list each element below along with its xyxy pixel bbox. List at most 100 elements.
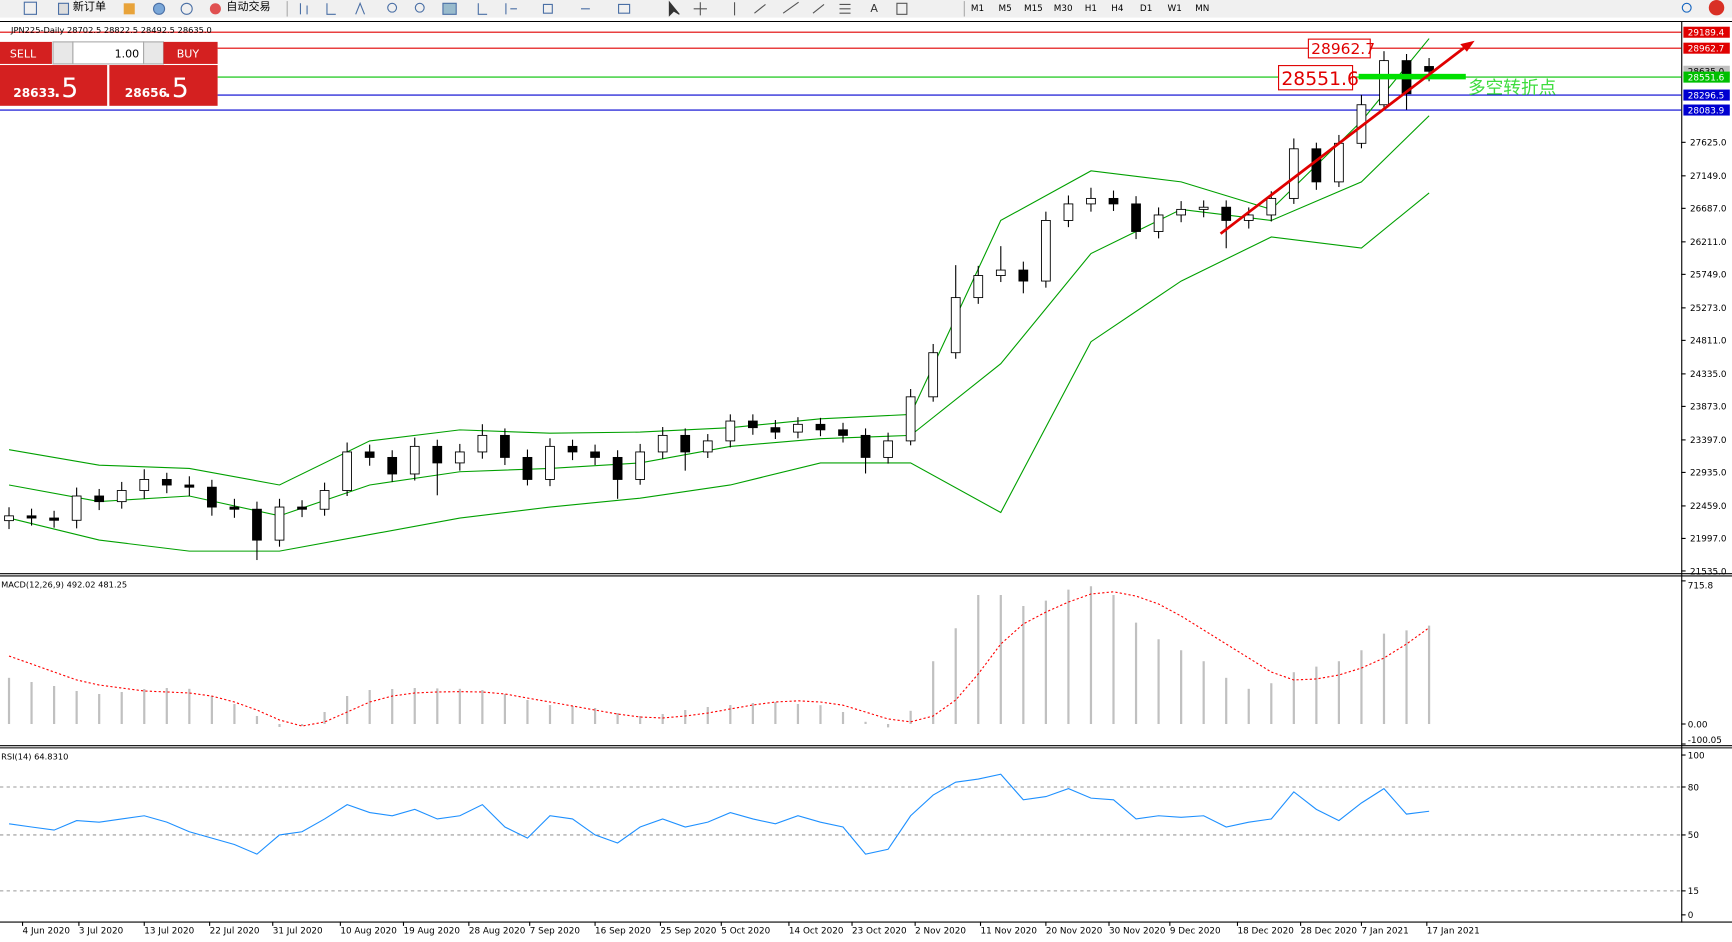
arrow-head [1460,40,1475,52]
y-tick-label: 24811.0 [1690,337,1727,347]
y-tick-label: 23397.0 [1690,436,1727,446]
candle-body [702,440,713,453]
y-tick-label: 25749.0 [1690,271,1727,281]
rsi-line [8,773,1430,855]
buy-price: 28656 [125,86,167,100]
annotation-box [1307,38,1371,59]
x-tick-label: 16 Sep 2020 [595,927,651,937]
x-tick-label: 25 Sep 2020 [660,927,716,937]
candle-body [680,434,691,453]
icon [123,3,135,15]
timeframe[interactable]: MN [1195,4,1209,14]
candle-body [1221,206,1232,221]
timeframe[interactable]: M1 [971,4,984,14]
x-tick-label: 22 Jul 2020 [210,927,260,937]
candle-body [116,490,127,503]
candle-body [274,506,285,541]
candle-body [928,352,939,398]
buy-price-box[interactable] [109,65,218,106]
y-tick-label: 21997.0 [1690,535,1727,545]
candle-body [1108,197,1119,205]
candle-body [635,451,646,480]
one-click-trading: SELL 1.00 BUY 28633 .5 28656 .5 [0,41,218,106]
level-label: 28962.7 [1688,44,1724,54]
new-order-button[interactable]: 新订单 [73,0,106,13]
candle-body [252,508,262,541]
timeframe[interactable]: M30 [1054,4,1073,14]
icon [668,0,680,17]
y-tick-label: 715.8 [1688,582,1713,592]
candle-body [297,506,307,510]
search-icon[interactable] [1681,2,1692,13]
y-tick-label: -100.05 [1688,736,1722,746]
icon [180,2,193,15]
y-tick-label: 21535.0 [1690,567,1727,577]
sell-button[interactable] [0,41,52,64]
y-tick-label: 22459.0 [1690,502,1727,512]
candle-body [1131,203,1141,232]
sell-price-box[interactable] [0,65,108,106]
candle-body [4,515,14,522]
candle-body [1041,220,1051,282]
candle-body [815,423,826,431]
rsi-title: RSI(14) 64.8310 [1,751,68,761]
annotation-box [1278,65,1354,91]
annotation: 多空转折点 [1468,78,1556,99]
x-tick-label: 17 Jan 2021 [1427,927,1480,937]
timeframe[interactable]: D1 [1140,4,1152,14]
x-tick-label: 7 Sep 2020 [530,927,581,937]
auto-trading-button[interactable]: 自动交易 [226,0,270,13]
icon [299,1,366,15]
buy-price-frac: .5 [163,73,188,104]
candle-body [71,495,82,521]
candle-body [1424,66,1434,72]
candle-body [1379,60,1389,106]
bollinger-lower [8,192,1430,552]
toolbar-icons: A [23,0,1725,17]
candle-body [139,479,150,491]
candle-body [1063,203,1074,221]
x-tick-label: 23 Oct 2020 [852,927,907,937]
alert-icon[interactable] [1708,0,1725,16]
candle-body [1018,269,1029,282]
candle-body [500,434,510,458]
icon [477,3,631,15]
x-tick-label: 28 Dec 2020 [1301,927,1358,937]
y-tick-label: 50 [1688,831,1700,841]
candle-body [207,486,217,508]
candle-body [657,434,668,453]
candle-body [1311,148,1322,183]
candle-body [905,396,916,442]
timeframe[interactable]: H4 [1111,4,1124,14]
timeframe[interactable]: M5 [999,4,1012,14]
plot-layer: 21535.0 21997.0 22459.0 22935.0 23397.0 23873… [0,31,1727,937]
x-tick-label: 31 Jul 2020 [273,927,323,937]
candle-body [1086,197,1096,205]
timeframe[interactable]: W1 [1168,4,1182,14]
level-tag [1683,26,1730,38]
candle-body [860,434,871,458]
y-tick-label: 24335.0 [1690,370,1727,380]
buy-button[interactable] [163,41,218,64]
candle-body [1243,214,1254,221]
candle-body [94,495,105,503]
candle-body [522,456,533,480]
macd-title: MACD(12,26,9) 492.02 481.25 [1,579,127,589]
lot-up[interactable] [143,41,165,65]
timeframe[interactable]: H1 [1085,4,1097,14]
candle-body [229,506,240,510]
panel-borders [0,20,1732,923]
x-tick-label: 9 Dec 2020 [1170,927,1221,937]
candle-body [161,479,172,486]
level-tag [1683,89,1730,101]
timeframes: M1 M5 M15 M30 H1 H4 D1 W1 MN [971,4,1209,14]
candle-body [184,484,195,488]
level-label: 28083.9 [1688,106,1724,116]
timeframe[interactable]: M15 [1024,4,1043,14]
y-tick-label: 26687.0 [1690,205,1727,215]
candle-body [319,490,330,510]
lot-down[interactable] [52,41,74,65]
level-label: 29189.4 [1688,29,1725,39]
toolbar [0,0,1732,18]
